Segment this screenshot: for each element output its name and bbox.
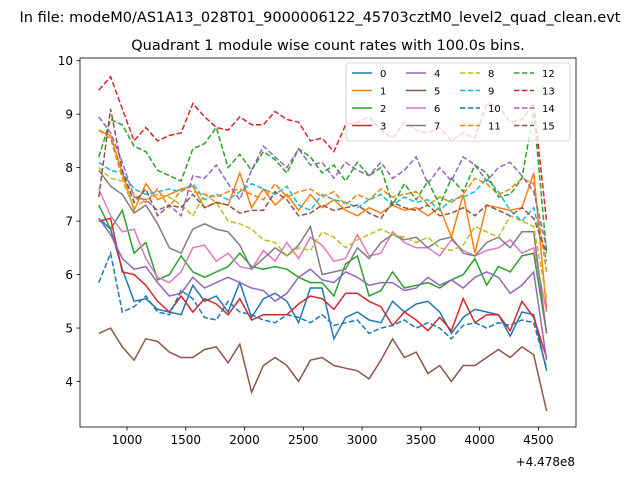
plot-area [98,75,548,412]
series-line-1 [98,129,548,310]
series-line-5 [98,327,548,412]
x-offset-label: +4.478e8 [516,455,575,469]
figure-suptitle: In file: modeM0/AS1A13_028T01_9000006122… [20,10,621,26]
y-tick-label: 8 [65,161,73,175]
legend-label-0: 0 [380,69,386,80]
legend-label-5: 5 [434,87,440,98]
y-tick-label: 4 [65,375,73,389]
series-line-0 [98,217,548,371]
legend-label-11: 11 [488,122,501,133]
axes-frame [79,57,577,428]
legend-label-14: 14 [542,104,555,115]
y-tick-label: 9 [65,107,73,121]
x-tick-label: 3500 [406,433,437,447]
y-tick-label: 5 [65,321,73,335]
legend-label-10: 10 [488,104,501,115]
legend-label-9: 9 [488,87,494,98]
series-line-14 [98,116,548,248]
x-tick-label: 4000 [464,433,495,447]
legend-label-2: 2 [380,104,386,115]
series-line-11 [98,129,548,273]
legend-label-1: 1 [380,87,386,98]
legend-label-4: 4 [434,69,440,80]
series-line-10 [98,250,548,369]
series-line-2 [98,204,548,334]
x-tick-label: 2000 [229,433,260,447]
y-tick-label: 7 [65,214,73,228]
y-tick-label: 6 [65,268,73,282]
chart-title: Quadrant 1 module wise count rates with … [131,38,525,54]
legend-label-15: 15 [542,122,555,133]
series-line-7 [98,169,548,334]
legend-label-12: 12 [542,69,555,80]
legend-label-8: 8 [488,69,494,80]
x-tick-label: 4500 [523,433,554,447]
legend-label-3: 3 [380,122,386,133]
x-tick-label: 1500 [171,433,202,447]
legend-box [345,62,571,142]
series-line-12 [98,111,548,254]
series-line-6 [98,188,548,313]
series-line-9 [98,161,548,262]
series-line-4 [98,217,548,361]
x-tick-label: 3000 [347,433,378,447]
legend-label-6: 6 [434,104,440,115]
legend-label-13: 13 [542,87,555,98]
y-tick-label: 10 [58,54,73,68]
x-tick-label: 1000 [112,433,143,447]
legend-label-7: 7 [434,122,440,133]
x-tick-label: 2500 [288,433,319,447]
